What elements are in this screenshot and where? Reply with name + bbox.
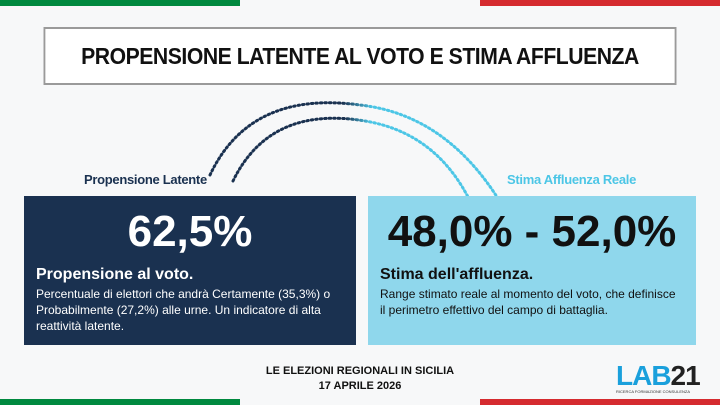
affluenza-description: Range stimato reale al momento del voto,… bbox=[380, 287, 676, 317]
footer-line2: 17 APRILE 2026 bbox=[318, 380, 402, 392]
page-title: PROPENSIONE LATENTE AL VOTO E STIMA AFFL… bbox=[43, 27, 677, 85]
affluenza-value: 48,0% - 52,0% bbox=[387, 207, 677, 256]
propensione-value: 62,5% bbox=[127, 207, 253, 256]
footer-line1: LE ELEZIONI REGIONALI IN SICILIA bbox=[265, 365, 455, 377]
logo-num: 21 bbox=[670, 360, 701, 391]
flag-red-bottom bbox=[480, 399, 720, 405]
footer-text: LE ELEZIONI REGIONALI IN SICILIA 17 APRI… bbox=[260, 364, 460, 394]
flag-green-bottom bbox=[0, 399, 240, 405]
flag-green-top bbox=[0, 0, 240, 6]
affluenza-heading: Stima dell'affluenza. bbox=[380, 266, 534, 283]
logo-lab: LAB bbox=[616, 360, 672, 391]
propensione-description: Percentuale di elettori che andrà Certam… bbox=[36, 287, 331, 333]
propensione-heading: Propensione al voto. bbox=[36, 266, 194, 283]
affluenza-card: 48,0% - 52,0% Stima dell'affluenza. Rang… bbox=[368, 196, 696, 345]
flag-red-top bbox=[480, 0, 720, 6]
right-label: Stima Affluenza Reale bbox=[507, 172, 637, 187]
propensione-card: 62,5% Propensione al voto. Percentuale d… bbox=[24, 196, 356, 345]
logo-tagline: RICERCA FORMAZIONE CONSULENZA bbox=[616, 389, 691, 394]
lab21-logo: LAB21 RICERCA FORMAZIONE CONSULENZA bbox=[616, 360, 701, 395]
left-label: Propensione Latente bbox=[84, 172, 207, 187]
